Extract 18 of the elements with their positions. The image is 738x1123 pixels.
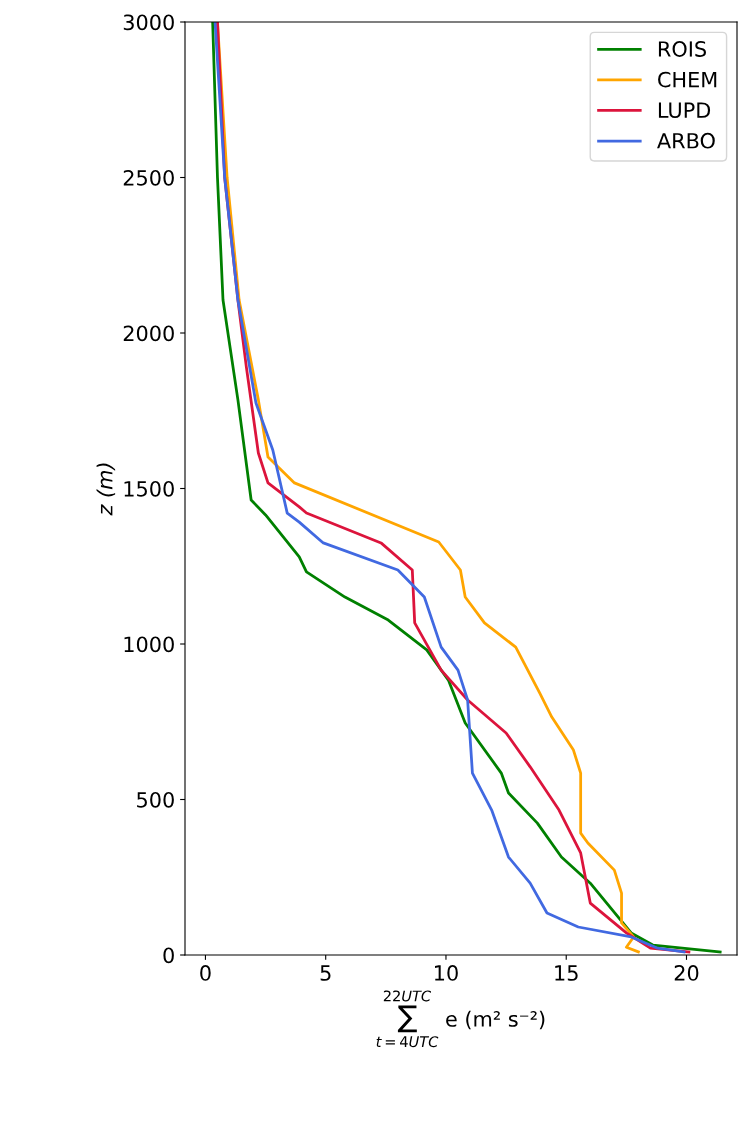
x-tick-label: 20: [674, 965, 699, 981]
y-tick-label: 1000: [124, 636, 174, 653]
x-tick-label: 10: [435, 965, 458, 981]
x-tick-label: 5: [320, 965, 331, 981]
y-tick-label: 2500: [123, 169, 174, 186]
y-axis-title: z (m): [96, 463, 116, 516]
x-axis-title: $^{22UTC}$∑$_{t=4UTC}$ e (m² s⁻²): [376, 990, 545, 1048]
x-tick-label: 0: [200, 965, 211, 981]
y-tick-label: 3000: [123, 14, 174, 31]
y-tick-label: 0: [163, 947, 174, 964]
y-tick-label: 500: [137, 791, 174, 808]
legend-label: LUPD: [658, 102, 711, 119]
y-tick-label: 1500: [124, 480, 174, 497]
y-tick-label: 2000: [123, 325, 174, 342]
x-tick-label: 15: [555, 965, 578, 981]
legend-label: ROIS: [658, 41, 706, 57]
legend-label: ARBO: [657, 132, 715, 149]
legend-label: CHEM: [658, 71, 717, 88]
